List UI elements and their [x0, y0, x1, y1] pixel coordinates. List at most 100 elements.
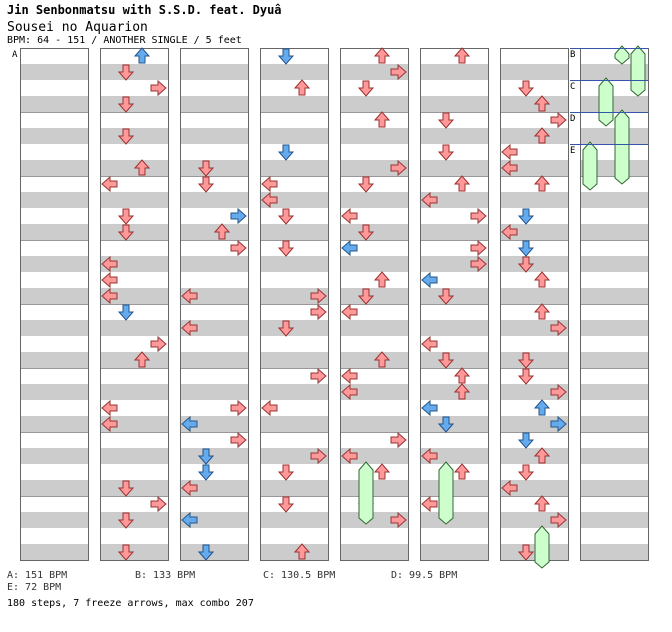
left-arrow-icon: [181, 287, 198, 305]
stripe-band: [501, 480, 568, 496]
down-arrow-icon: [277, 464, 295, 481]
stripe-band: [181, 416, 248, 432]
left-arrow-icon: [341, 383, 358, 401]
down-arrow-icon: [517, 544, 535, 561]
left-arrow-icon: [501, 479, 518, 497]
stripe-band: [101, 512, 168, 528]
up-arrow-icon: [533, 447, 551, 464]
stripe-band: [261, 416, 328, 432]
left-arrow-icon: [341, 367, 358, 385]
stripe-band: [21, 192, 88, 208]
stripe-band: [261, 512, 328, 528]
up-arrow-icon: [133, 351, 151, 368]
stripe-band: [501, 384, 568, 400]
stripe-band: [421, 512, 488, 528]
bpm-section-label: E: [570, 146, 575, 156]
stripe-band: [261, 160, 328, 176]
stripe-band: [181, 320, 248, 336]
stripe-band: [181, 352, 248, 368]
left-arrow-icon: [341, 207, 358, 225]
stripe-band: [501, 224, 568, 240]
stripe-band: [101, 224, 168, 240]
stripe-band: [101, 320, 168, 336]
stripe-band: [341, 480, 408, 496]
stripe-band: [581, 320, 648, 336]
stripe-band: [21, 416, 88, 432]
stripe-band: [101, 448, 168, 464]
freeze-arrow-icon: [582, 141, 598, 191]
left-arrow-icon: [101, 399, 118, 417]
stripe-band: [21, 320, 88, 336]
right-arrow-icon: [390, 159, 407, 177]
stripe-band: [501, 320, 568, 336]
right-arrow-icon: [150, 495, 167, 513]
stripe-band: [261, 384, 328, 400]
stripe-band: [421, 96, 488, 112]
stripe-band: [261, 192, 328, 208]
stripe-band: [181, 192, 248, 208]
right-arrow-icon: [310, 287, 327, 305]
stripe-band: [421, 288, 488, 304]
down-arrow-icon: [277, 496, 295, 513]
down-arrow-icon: [117, 544, 135, 561]
down-arrow-icon: [437, 112, 455, 129]
lane-column: [420, 48, 489, 561]
down-arrow-icon: [357, 80, 375, 97]
right-arrow-icon: [310, 447, 327, 465]
lane-column: [100, 48, 169, 561]
stripe-band: [501, 512, 568, 528]
stripe-band: [421, 224, 488, 240]
down-arrow-icon: [437, 288, 455, 305]
right-arrow-icon: [310, 303, 327, 321]
left-arrow-icon: [261, 399, 278, 417]
up-arrow-icon: [453, 47, 471, 64]
right-arrow-icon: [550, 383, 567, 401]
stripe-band: [261, 352, 328, 368]
stripe-band: [501, 352, 568, 368]
right-arrow-icon: [390, 63, 407, 81]
stripe-band: [501, 64, 568, 80]
left-arrow-icon: [101, 287, 118, 305]
up-arrow-icon: [213, 223, 231, 240]
stripe-band: [101, 192, 168, 208]
stripe-band: [501, 192, 568, 208]
stripe-band: [341, 320, 408, 336]
left-arrow-icon: [421, 335, 438, 353]
stripe-band: [21, 160, 88, 176]
up-arrow-icon: [453, 175, 471, 192]
up-arrow-icon: [133, 47, 151, 64]
lane-column: [20, 48, 89, 561]
bpm-section-label: C: [570, 82, 575, 92]
lane-column: [340, 48, 409, 561]
stripe-band: [581, 416, 648, 432]
stripe-band: [581, 352, 648, 368]
freeze-arrow-icon: [358, 461, 374, 525]
stripe-band: [421, 192, 488, 208]
stripe-band: [341, 192, 408, 208]
down-arrow-icon: [357, 224, 375, 241]
down-arrow-icon: [517, 352, 535, 369]
stripe-band: [21, 224, 88, 240]
freeze-arrow-icon: [630, 45, 646, 97]
right-arrow-icon: [230, 399, 247, 417]
stripe-band: [21, 544, 88, 560]
stripe-band: [501, 288, 568, 304]
stripe-band: [181, 128, 248, 144]
lane-column: [180, 48, 249, 561]
down-arrow-icon: [517, 464, 535, 481]
stripe-band: [581, 224, 648, 240]
right-arrow-icon: [550, 511, 567, 529]
left-arrow-icon: [101, 175, 118, 193]
legend-bpm-b: B: 133 BPM: [135, 570, 196, 581]
stripe-band: [581, 384, 648, 400]
left-arrow-icon: [261, 191, 278, 209]
up-arrow-icon: [373, 463, 391, 480]
down-arrow-icon: [517, 368, 535, 385]
left-arrow-icon: [501, 159, 518, 177]
up-arrow-icon: [533, 175, 551, 192]
right-arrow-icon: [230, 431, 247, 449]
down-arrow-icon: [197, 176, 215, 193]
down-arrow-icon: [357, 288, 375, 305]
stripe-band: [341, 448, 408, 464]
right-arrow-icon: [390, 511, 407, 529]
